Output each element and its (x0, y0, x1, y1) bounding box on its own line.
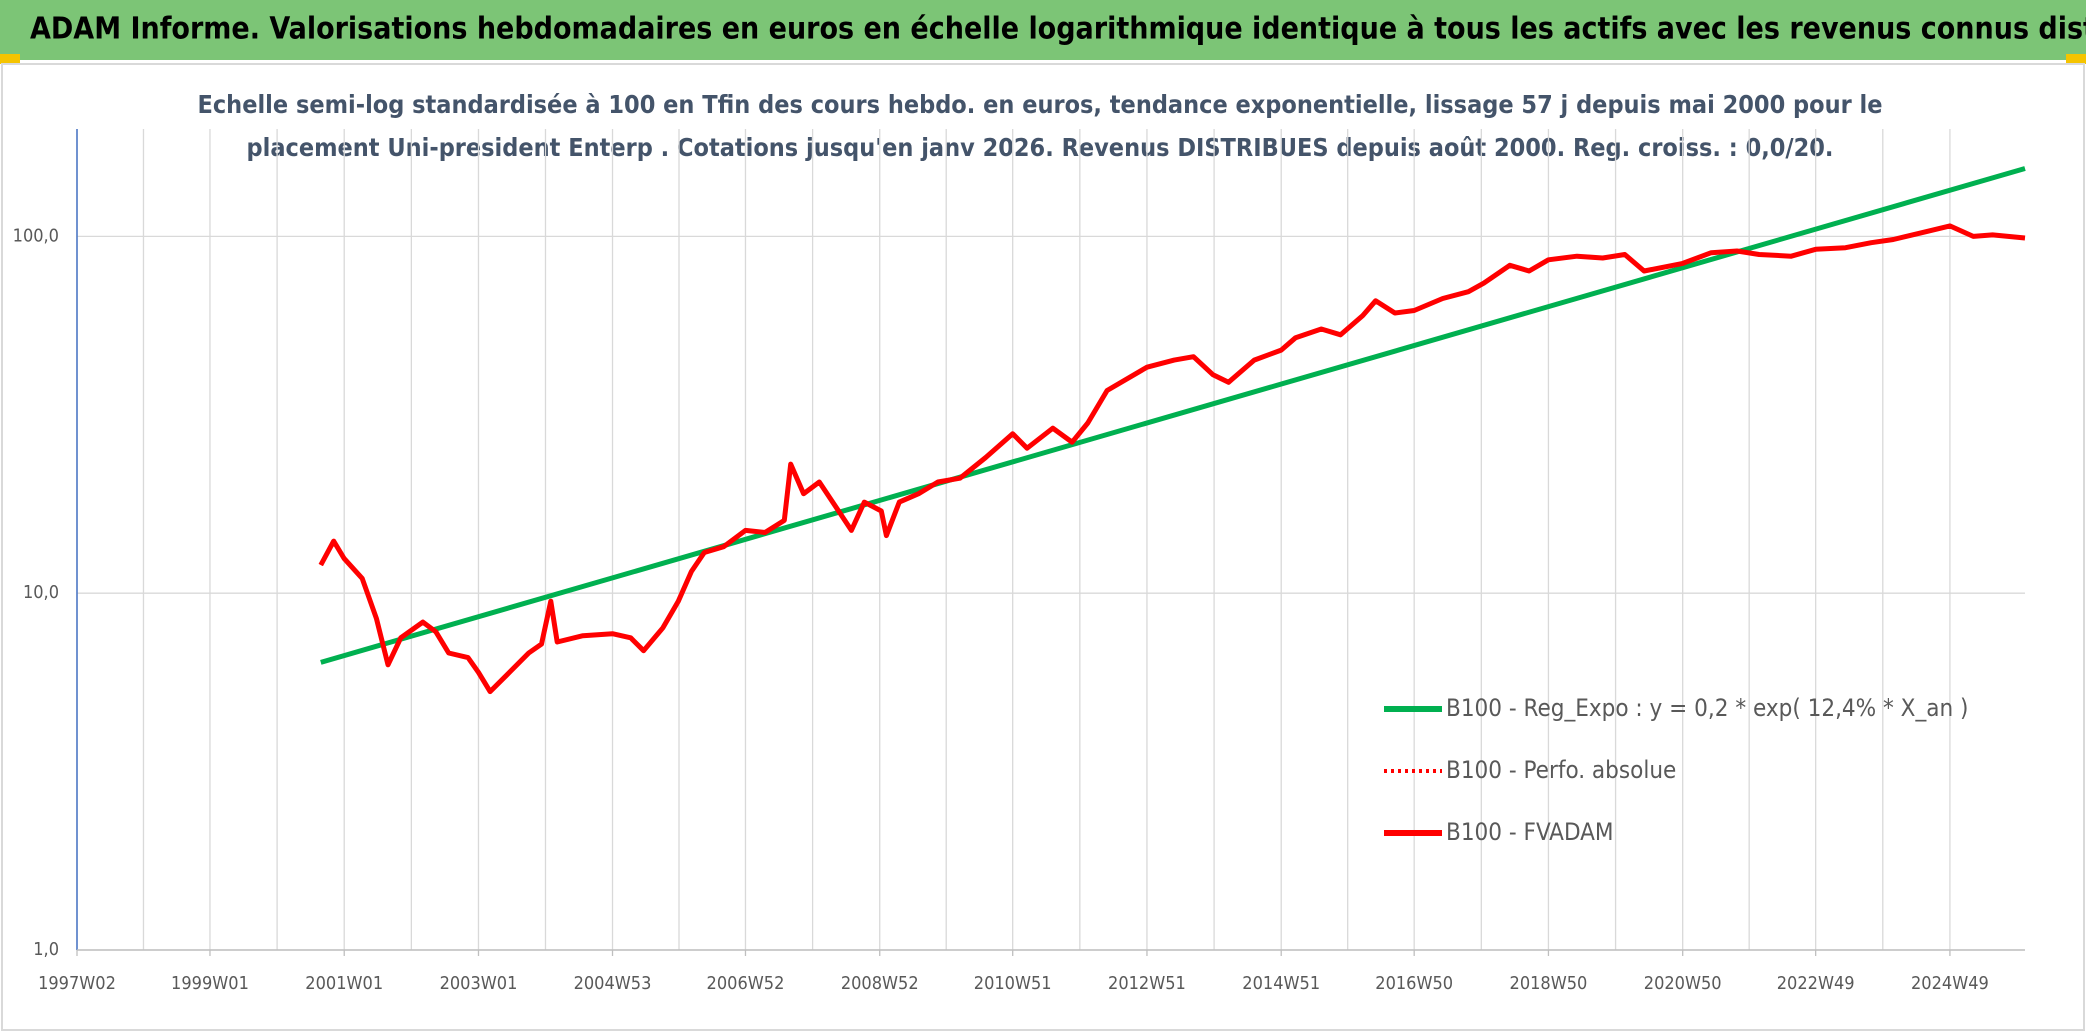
x-tick-label: 2018W50 (1510, 973, 1588, 994)
y-tick-label: 10,0 (23, 582, 59, 603)
chart-title: ADAM Informe. Valorisations hebdomadaire… (30, 12, 2086, 47)
x-tick-label: 2006W52 (707, 973, 785, 994)
x-tick-label: 2004W53 (574, 973, 652, 994)
x-tick-label: 1999W01 (171, 973, 249, 994)
chart-subtitle: placement Uni-president Enterp . Cotatio… (247, 133, 1834, 162)
x-tick-label: 2008W52 (841, 973, 919, 994)
x-tick-label: 2003W01 (440, 973, 518, 994)
x-tick-label: 2022W49 (1777, 973, 1855, 994)
x-tick-label: 2010W51 (974, 973, 1052, 994)
x-tick-label: 2014W51 (1242, 973, 1320, 994)
series-line (318, 223, 2026, 695)
legend-label: B100 - FVADAM (1446, 818, 1614, 846)
corner (2066, 54, 2086, 64)
x-tick-label: 1997W02 (38, 973, 116, 994)
legend-label: B100 - Perfo. absolue (1446, 756, 1676, 784)
chart-subtitle: Echelle semi-log standardisée à 100 en T… (197, 90, 1882, 119)
x-tick-label: 2016W50 (1375, 973, 1453, 994)
legend-label: B100 - Reg_Expo : y = 0,2 * exp( 12,4% *… (1446, 694, 1968, 722)
title-bar (0, 0, 2086, 60)
corner (0, 54, 20, 64)
x-tick-label: 2020W50 (1644, 973, 1722, 994)
chart-frame (1, 63, 2085, 1031)
y-tick-label: 1,0 (33, 939, 59, 960)
x-tick-label: 2024W49 (1911, 973, 1989, 994)
x-tick-label: 2012W51 (1108, 973, 1186, 994)
x-tick-label: 2001W01 (305, 973, 383, 994)
y-tick-label: 100,0 (13, 225, 59, 246)
